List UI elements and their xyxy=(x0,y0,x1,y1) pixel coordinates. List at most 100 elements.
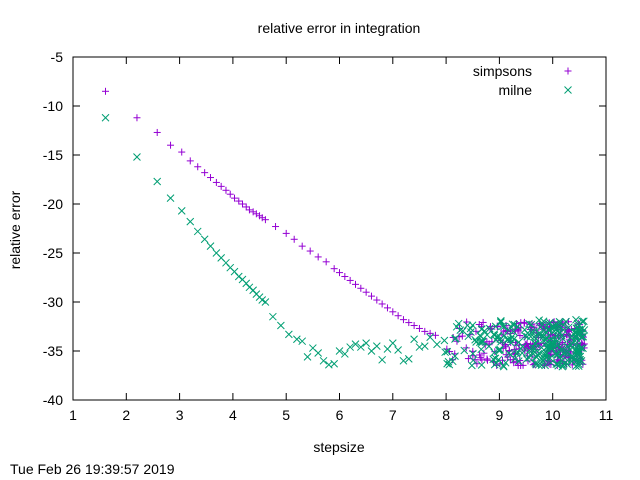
simpsons-point xyxy=(178,148,186,156)
milne-point xyxy=(469,349,477,358)
milne-point xyxy=(504,349,513,357)
simpsons-point xyxy=(238,200,246,208)
milne-point xyxy=(578,317,587,326)
simpsons-point xyxy=(473,360,481,368)
milne-point xyxy=(504,335,512,343)
milne-point xyxy=(573,323,582,331)
x-tick-label: 1 xyxy=(69,407,77,423)
simpsons-point xyxy=(405,319,413,327)
simpsons-point xyxy=(520,319,528,327)
x-tick-label: 8 xyxy=(442,407,450,423)
milne-point xyxy=(541,361,549,370)
milne-point xyxy=(200,235,209,244)
milne-point xyxy=(496,345,504,354)
milne-point xyxy=(277,321,285,330)
simpsons-point xyxy=(186,157,194,165)
milne-point xyxy=(335,347,344,355)
milne-point xyxy=(471,335,479,344)
milne-point xyxy=(445,360,454,369)
simpsons-point xyxy=(133,114,141,122)
milne-point xyxy=(576,355,585,364)
milne-point xyxy=(166,194,175,202)
milne-point xyxy=(579,317,588,326)
milne-point xyxy=(514,338,523,347)
milne-point xyxy=(530,333,539,341)
milne-point xyxy=(552,351,561,359)
milne-point xyxy=(497,337,505,346)
milne-point xyxy=(433,340,441,349)
milne-point xyxy=(466,324,475,333)
x-tick-label: 11 xyxy=(599,407,614,423)
chart-title: relative error in integration xyxy=(258,20,421,36)
simpsons-point xyxy=(282,229,290,237)
milne-point xyxy=(478,337,487,345)
milne-point xyxy=(531,359,540,367)
milne-point xyxy=(514,357,523,365)
simpsons-point xyxy=(102,87,110,95)
y-tick-label: -25 xyxy=(43,245,63,261)
milne-point xyxy=(193,227,202,236)
x-tick-label: 3 xyxy=(176,407,184,423)
milne-point xyxy=(556,343,564,352)
simpsons-point xyxy=(341,273,349,281)
legend-label: simpsons xyxy=(473,63,532,79)
milne-point xyxy=(477,361,486,369)
y-axis-label: relative error xyxy=(7,190,23,269)
simpsons-point xyxy=(336,269,343,277)
milne-point xyxy=(410,335,418,344)
simpsons-point xyxy=(346,276,354,284)
milne-point xyxy=(513,322,522,331)
milne-point xyxy=(563,360,572,368)
x-tick-label: 10 xyxy=(545,407,561,423)
milne-point xyxy=(452,322,461,331)
y-tick-label: -30 xyxy=(43,294,63,310)
milne-point xyxy=(556,318,565,327)
simpsons-point xyxy=(222,186,230,194)
milne-point xyxy=(496,318,505,327)
y-tick-label: -35 xyxy=(43,343,63,359)
simpsons-point xyxy=(330,265,338,273)
milne-point xyxy=(532,360,540,369)
legend-marker-milne xyxy=(564,86,572,94)
milne-point xyxy=(509,327,518,336)
simpsons-point xyxy=(563,331,571,339)
milne-point xyxy=(536,323,545,331)
milne-point xyxy=(566,333,575,342)
milne-point xyxy=(493,333,502,341)
series-milne xyxy=(101,113,589,371)
milne-point xyxy=(572,347,581,356)
milne-point xyxy=(249,286,258,295)
simpsons-point xyxy=(464,355,472,363)
simpsons-point xyxy=(357,284,365,292)
milne-point xyxy=(510,335,518,343)
x-tick-label: 9 xyxy=(496,407,504,423)
milne-point xyxy=(285,330,293,339)
milne-point xyxy=(404,354,413,363)
simpsons-point xyxy=(383,304,391,312)
milne-point xyxy=(340,350,349,358)
simpsons-point xyxy=(399,316,407,324)
plot-frame xyxy=(72,56,607,401)
milne-point xyxy=(464,332,473,341)
milne-point xyxy=(330,359,339,368)
milne-point xyxy=(549,342,557,350)
legend: simpsons milne xyxy=(473,63,572,98)
simpsons-point xyxy=(421,327,429,335)
simpsons-point xyxy=(226,190,234,198)
milne-point xyxy=(480,327,489,335)
legend-label: milne xyxy=(499,82,533,98)
milne-point xyxy=(467,328,475,336)
simpsons-point xyxy=(201,169,209,177)
milne-point xyxy=(521,332,530,340)
milne-point xyxy=(490,348,499,357)
simpsons-point xyxy=(389,308,397,316)
milne-point xyxy=(545,326,553,335)
milne-point xyxy=(451,352,459,361)
milne-point xyxy=(356,343,365,351)
simpsons-point xyxy=(483,355,491,363)
milne-point xyxy=(206,242,215,250)
milne-point xyxy=(303,353,312,361)
simpsons-point xyxy=(298,242,306,250)
milne-point xyxy=(557,331,566,340)
x-tick-label: 2 xyxy=(122,407,130,423)
